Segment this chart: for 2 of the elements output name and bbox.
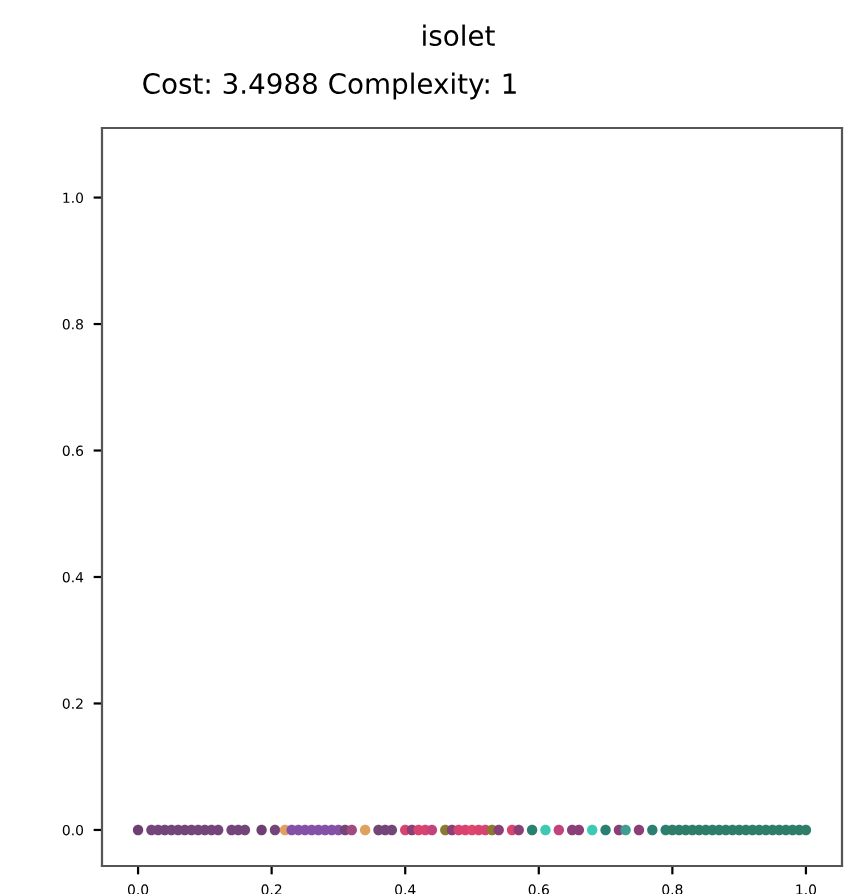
chart-subtitle: Cost: 3.4988 Complexity: 1 bbox=[143, 72, 516, 100]
chart-title: isolet bbox=[423, 24, 495, 47]
